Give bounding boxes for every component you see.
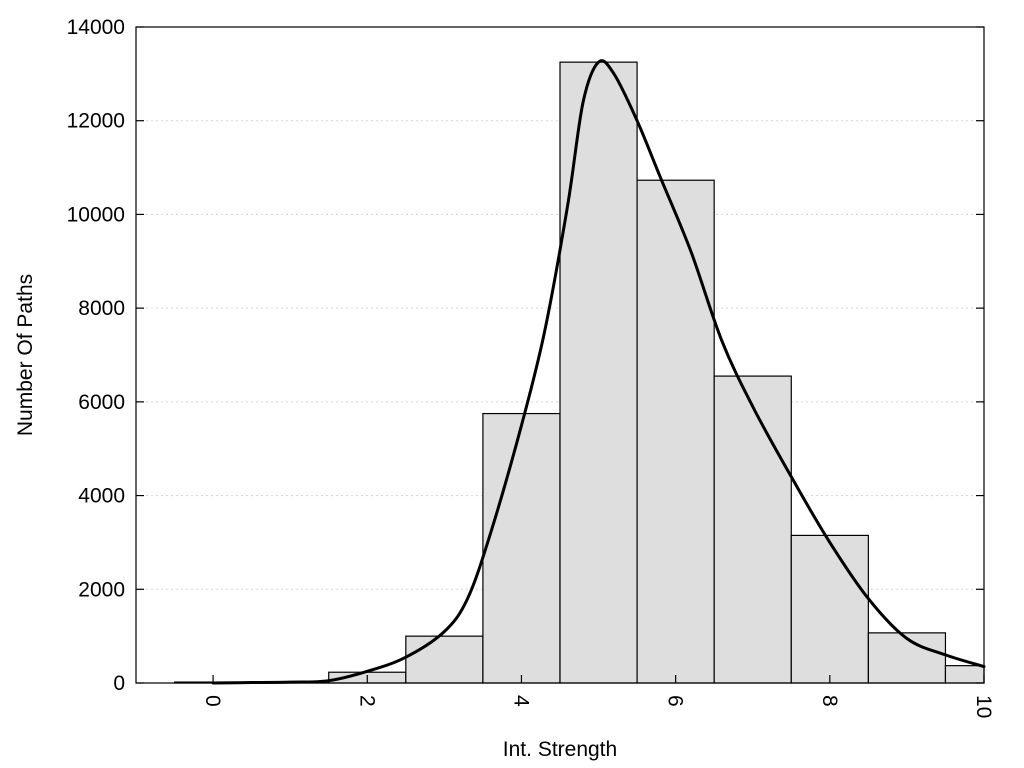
- histogram-bar: [713, 375, 792, 684]
- histogram-bars: [173, 61, 985, 684]
- y-axis-title: Number Of Paths: [14, 274, 37, 436]
- histogram-bar: [559, 61, 638, 684]
- histogram-bar: [482, 412, 561, 684]
- y-tick-labels: 0 2000 4000 6000 8000 10000 12000 14000: [67, 16, 125, 695]
- y-tick-label: 14000: [67, 16, 125, 39]
- y-tick-label: 0: [113, 672, 125, 695]
- y-tick-label: 2000: [78, 578, 125, 601]
- density-curve-line: [211, 59, 986, 685]
- y-tick-label: 10000: [67, 203, 125, 226]
- density-curve: [211, 59, 986, 685]
- histogram-bar: [867, 632, 947, 684]
- x-tick-label: 6: [664, 695, 687, 707]
- y-tick-label: 8000: [78, 297, 125, 320]
- x-tick-label: 2: [355, 695, 378, 707]
- histogram-bar: [790, 534, 869, 684]
- y-tick-label: 4000: [78, 485, 125, 508]
- x-tick-label: 10: [972, 695, 995, 718]
- x-tick-label: 4: [509, 695, 532, 707]
- x-tick-labels: 0 2 4 6 8 10: [201, 695, 995, 718]
- x-axis-title: Int. Strength: [503, 738, 617, 761]
- histogram-bar: [944, 665, 985, 684]
- x-tick-label: 0: [201, 695, 224, 707]
- y-tick-label: 12000: [67, 110, 125, 133]
- axis-ticks: [136, 26, 985, 684]
- x-tick-label: 8: [818, 695, 841, 707]
- y-tick-label: 6000: [78, 391, 125, 414]
- plot-frame: [135, 26, 985, 684]
- histogram-bar: [405, 635, 484, 684]
- histogram-bar: [636, 179, 715, 684]
